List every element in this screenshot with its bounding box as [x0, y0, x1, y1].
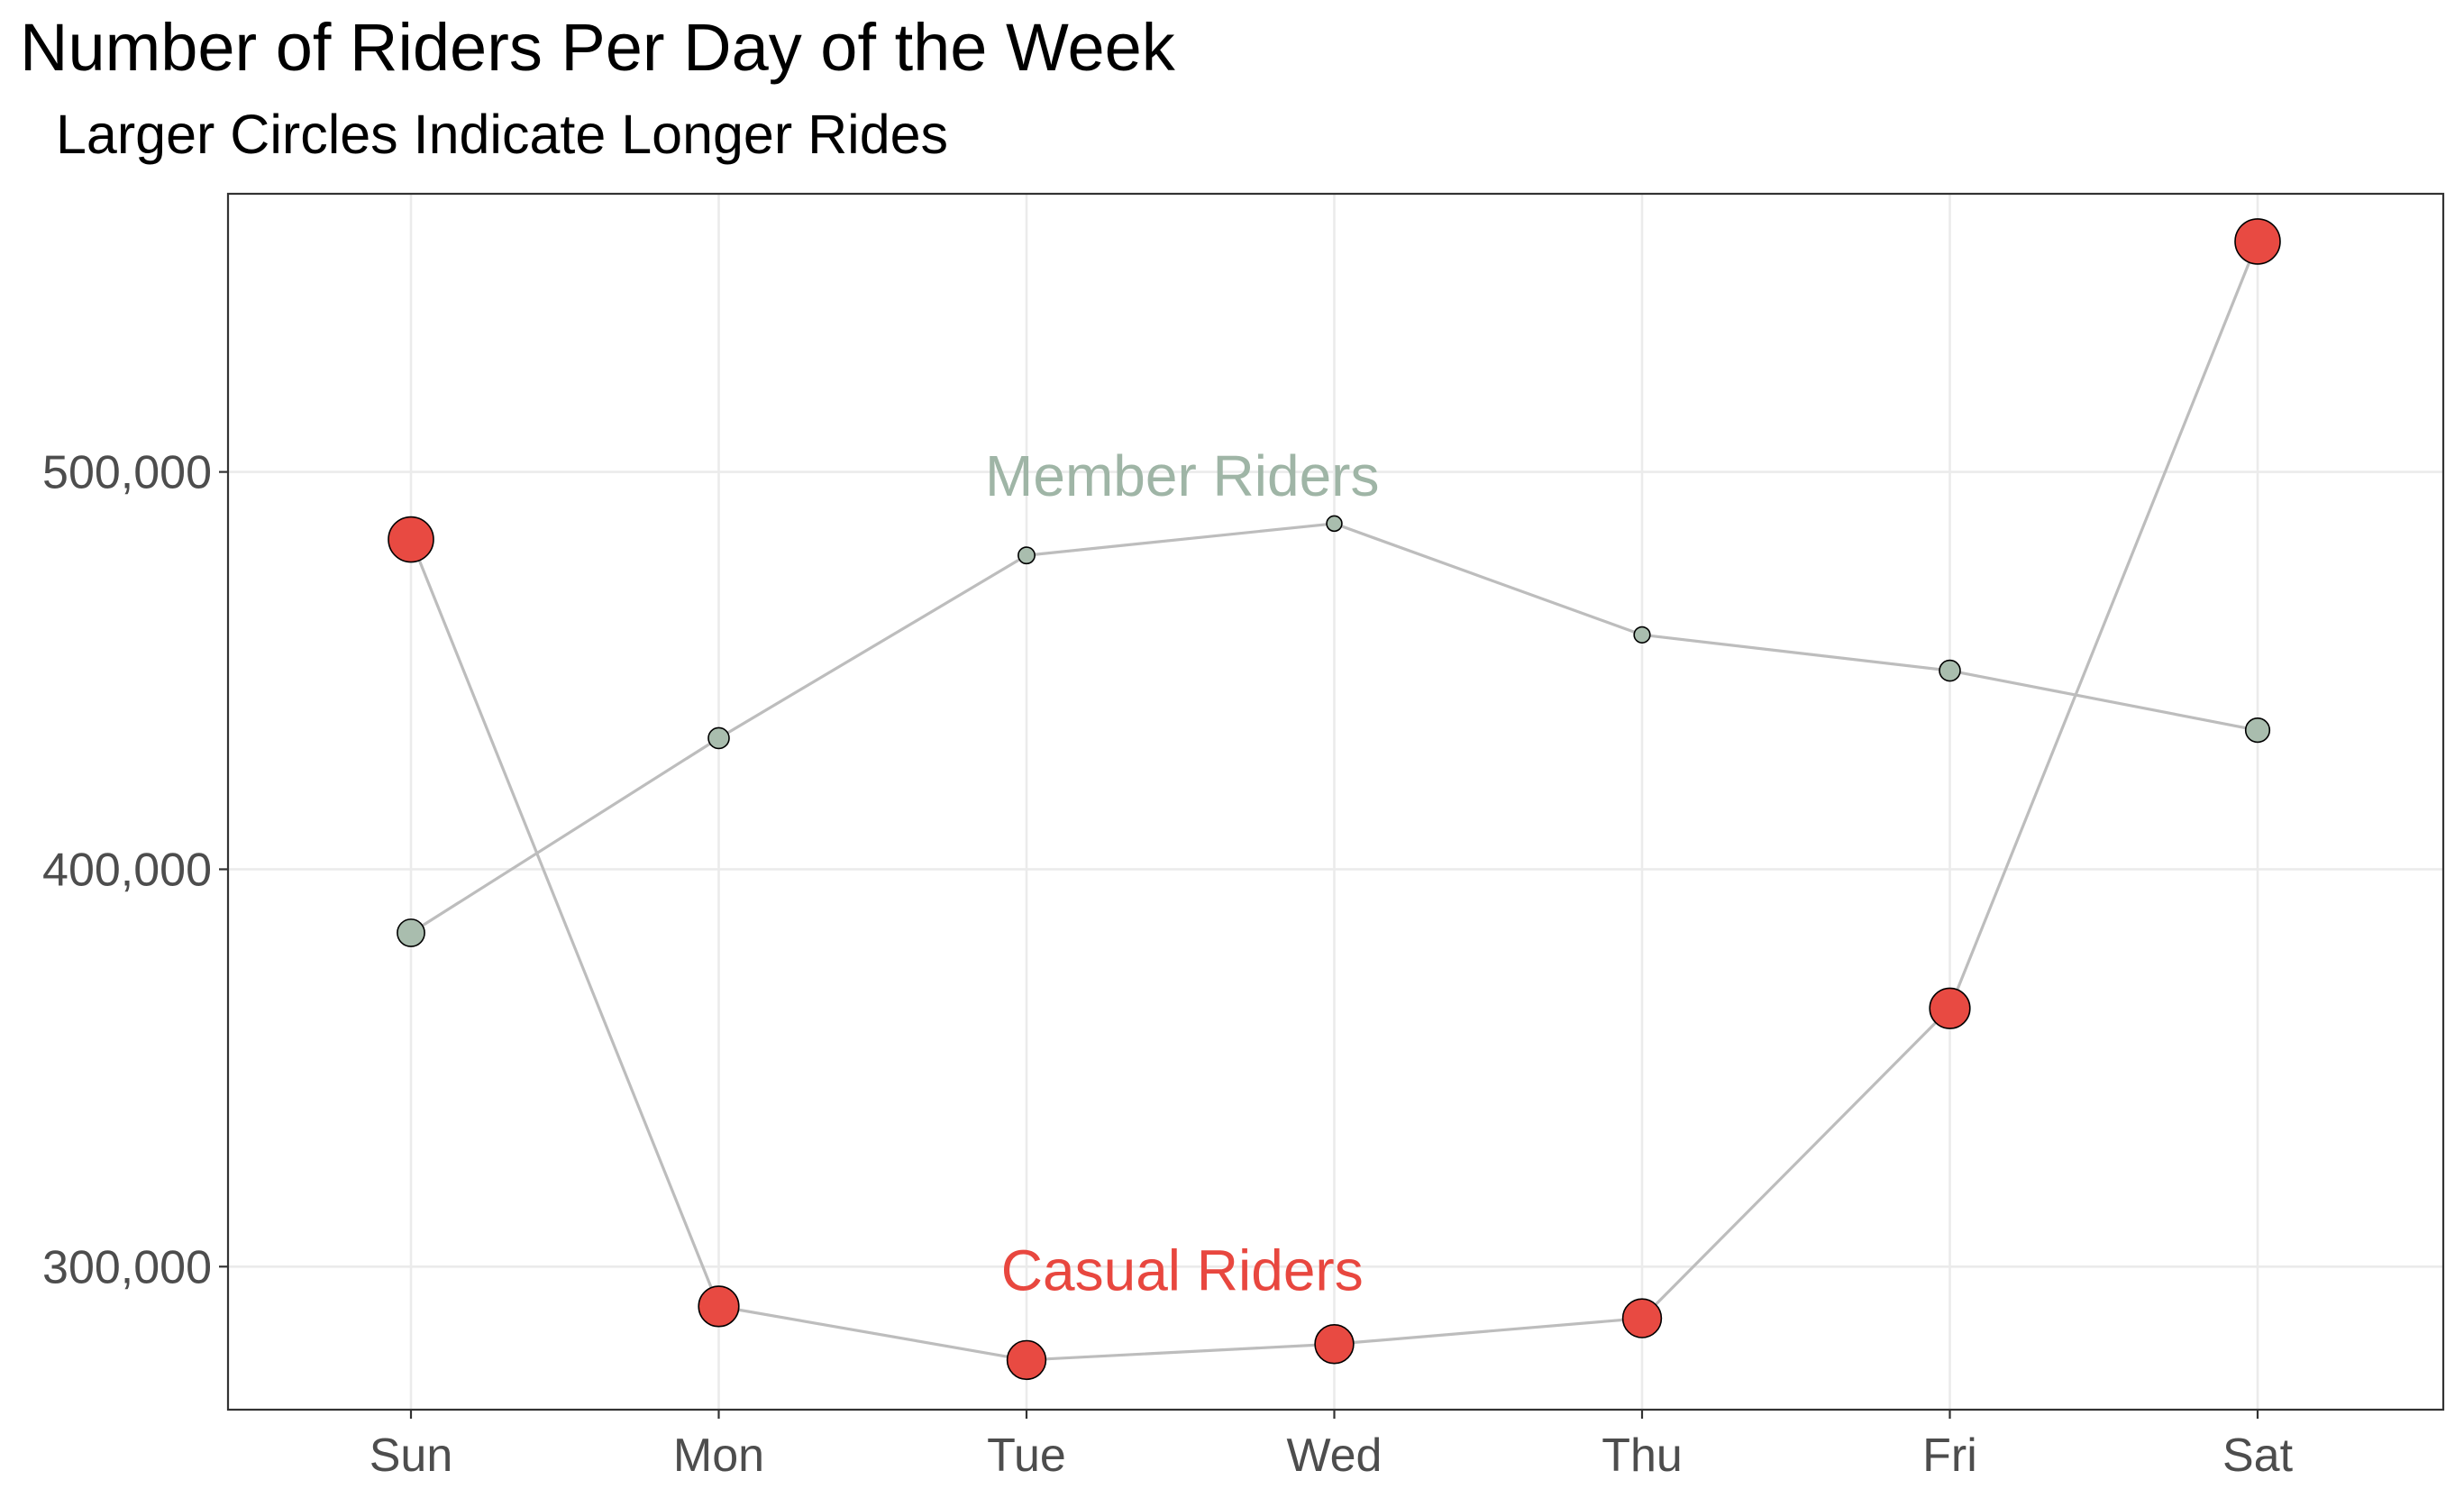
x-tick-label-sun: Sun [370, 1429, 453, 1482]
data-point-casual-riders-fri [1929, 987, 1971, 1029]
y-tick-label-300000: 300,000 [42, 1241, 212, 1293]
data-point-member-riders-mon [707, 726, 730, 750]
data-point-member-riders-sun [397, 918, 425, 947]
x-tick-label-mon: Mon [673, 1429, 764, 1482]
data-point-casual-riders-mon [698, 1285, 740, 1328]
chart-subtitle: Larger Circles Indicate Longer Rides [56, 104, 948, 165]
chart-title: Number of Riders Per Day of the Week [20, 10, 1176, 85]
annotation-casual-riders: Casual Riders [1001, 1238, 1364, 1303]
series-annotations: Member Riders Casual Riders [985, 443, 1379, 1303]
data-point-casual-riders-sat [2234, 218, 2281, 265]
data-point-casual-riders-tue [1006, 1339, 1047, 1381]
panel-border [226, 192, 2445, 1411]
data-point-casual-riders-thu [1621, 1298, 1663, 1338]
data-point-casual-riders-sun [388, 516, 434, 563]
x-tick-label-sat: Sat [2222, 1429, 2294, 1482]
x-tick-label-fri: Fri [1922, 1429, 1977, 1482]
annotation-member-riders: Member Riders [985, 443, 1379, 508]
x-tick-label-wed: Wed [1287, 1429, 1383, 1482]
data-point-member-riders-wed [1326, 515, 1343, 533]
data-point-member-riders-fri [1939, 659, 1961, 682]
data-points [388, 218, 2281, 1381]
data-point-member-riders-sat [2244, 717, 2271, 744]
gridlines [228, 194, 2443, 1410]
data-point-casual-riders-wed [1314, 1324, 1355, 1365]
data-point-member-riders-thu [1633, 626, 1651, 644]
x-axis-ticks: Sun Mon Tue Wed Thu Fri Sat [370, 1410, 2294, 1482]
y-axis-ticks: 300,000 400,000 500,000 [42, 447, 228, 1293]
x-tick-label-thu: Thu [1602, 1429, 1683, 1482]
data-point-member-riders-tue [1018, 546, 1036, 565]
y-tick-label-500000: 500,000 [42, 447, 212, 499]
y-tick-label-400000: 400,000 [42, 844, 212, 896]
x-tick-label-tue: Tue [987, 1429, 1066, 1482]
